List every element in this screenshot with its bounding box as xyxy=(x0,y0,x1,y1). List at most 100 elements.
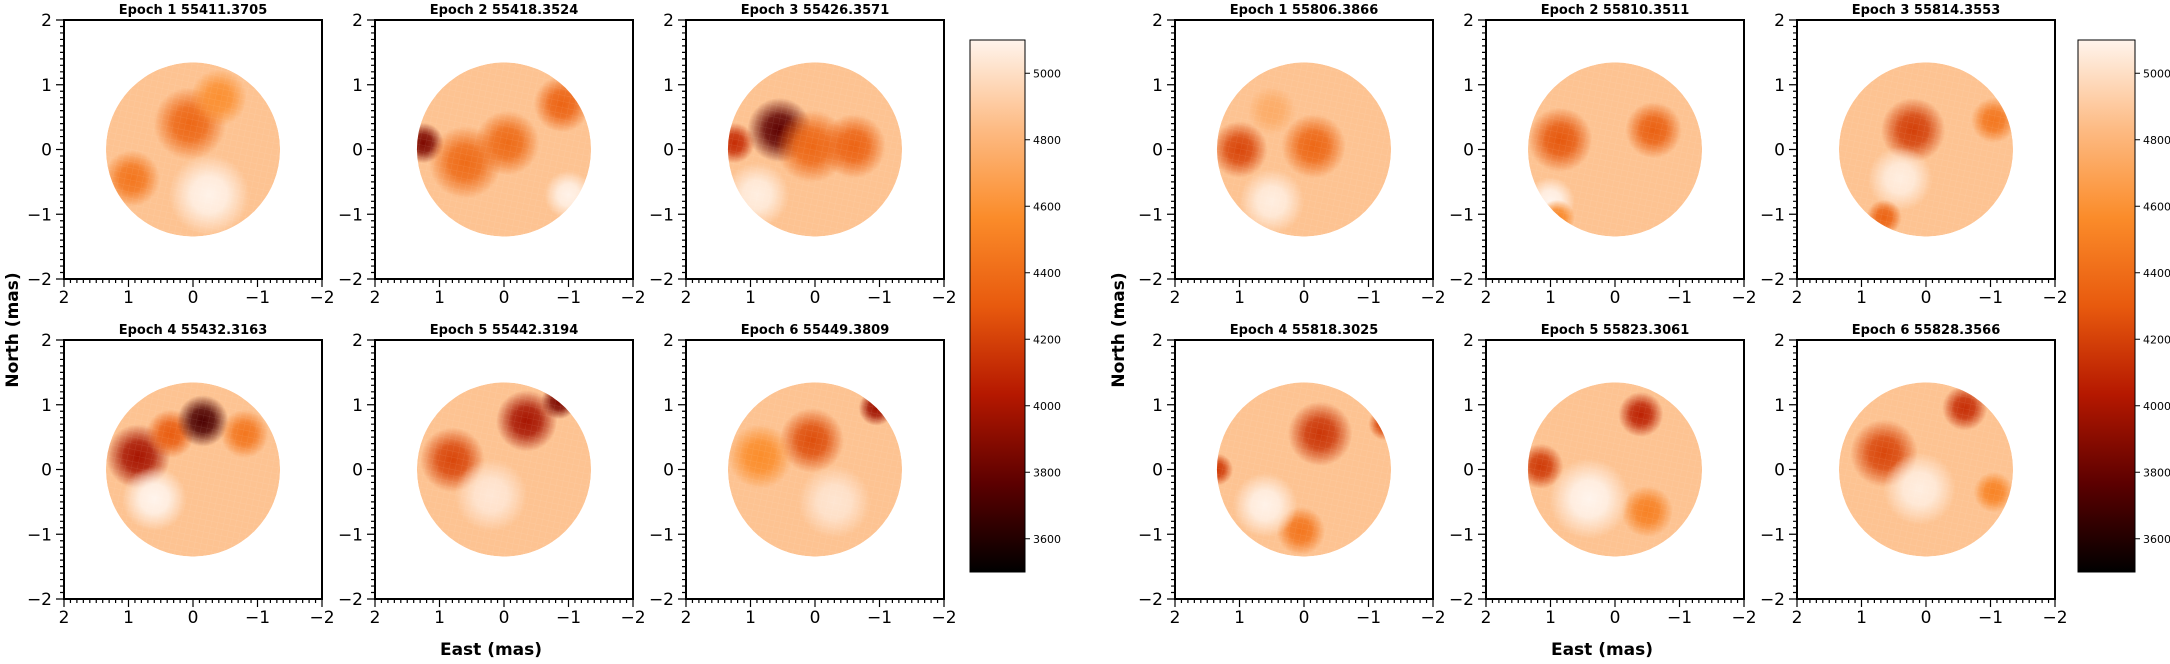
colorbar-tick-label: 3800 xyxy=(1033,466,1061,479)
x-axis-label: East (mas) xyxy=(1551,640,1653,660)
mesh-texture xyxy=(1216,382,1392,557)
mesh-texture xyxy=(1838,62,2014,237)
stellar-disk xyxy=(727,382,903,557)
panel-title: Epoch 2 55810.3511 xyxy=(1541,3,1690,18)
colorbar-tick-label: 4000 xyxy=(2143,400,2170,413)
colorbar-tick-label: 4400 xyxy=(2143,267,2170,280)
stellar-disk xyxy=(416,382,592,557)
x-tick-label: −2 xyxy=(2042,288,2067,308)
x-tick-label: 2 xyxy=(370,608,381,628)
axis-ticks xyxy=(1478,19,1745,287)
x-tick-label: 0 xyxy=(1921,288,1932,308)
axis-ticks xyxy=(56,19,323,287)
panel-title: Epoch 5 55823.3061 xyxy=(1541,323,1690,338)
x-tick-label: −2 xyxy=(620,288,645,308)
x-tick-label: 2 xyxy=(681,288,692,308)
x-tick-label: 0 xyxy=(1610,608,1621,628)
y-tick-label: 0 xyxy=(1152,461,1163,481)
mesh-texture xyxy=(1527,62,1703,237)
panel-title: Epoch 4 55818.3025 xyxy=(1230,323,1379,338)
panel-title: Epoch 4 55432.3163 xyxy=(119,323,268,338)
stellar-disk xyxy=(1216,62,1392,237)
x-tick-label: 0 xyxy=(1921,608,1932,628)
stellar-disk xyxy=(416,62,592,237)
mesh-texture xyxy=(416,62,592,237)
y-tick-label: −1 xyxy=(1138,525,1163,545)
y-tick-label: −2 xyxy=(649,270,674,290)
y-tick-label: −2 xyxy=(1449,270,1474,290)
stellar-disk xyxy=(105,382,281,557)
y-tick-label: 1 xyxy=(663,396,674,416)
axis-ticks xyxy=(1789,19,2056,287)
x-tick-label: −1 xyxy=(556,608,581,628)
y-tick-label: 0 xyxy=(352,141,363,161)
x-tick-label: 0 xyxy=(1299,288,1310,308)
x-tick-label: −1 xyxy=(867,288,892,308)
stellar-disk xyxy=(1216,382,1392,557)
x-tick-label: 1 xyxy=(434,288,445,308)
y-tick-label: 2 xyxy=(663,11,674,31)
y-tick-label: −1 xyxy=(27,525,52,545)
stellar-disk xyxy=(1527,382,1703,557)
colorbar-tick-label: 5000 xyxy=(2143,67,2170,80)
x-tick-label: 1 xyxy=(1856,608,1867,628)
y-axis-label: North (mas) xyxy=(1109,272,1129,387)
x-tick-label: 0 xyxy=(1299,608,1310,628)
stellar-disk xyxy=(1838,62,2014,237)
panel-epoch-5: 2 2 1 1 0 0 −1 −1 −2 −2 Epoch 5 55442.3194 xyxy=(338,323,646,628)
x-tick-label: −1 xyxy=(245,288,270,308)
colorbar-tick-label: 4200 xyxy=(2143,333,2170,346)
axis-ticks xyxy=(678,339,945,607)
x-tick-label: 0 xyxy=(1610,288,1621,308)
x-tick-label: −2 xyxy=(620,608,645,628)
y-tick-label: 1 xyxy=(1152,396,1163,416)
y-tick-label: 0 xyxy=(1774,461,1785,481)
y-tick-label: −2 xyxy=(338,270,363,290)
y-tick-label: 1 xyxy=(1774,396,1785,416)
x-tick-label: 2 xyxy=(370,288,381,308)
colorbar: 5000 4800 4600 4400 4200 4000 3800 3600 xyxy=(969,39,1061,573)
panel-epoch-4: 2 2 1 1 0 0 −1 −1 −2 −2 Epoch 4 55432.3163 xyxy=(27,323,335,628)
y-tick-label: 0 xyxy=(1463,141,1474,161)
x-tick-label: 2 xyxy=(1481,608,1492,628)
mesh-texture xyxy=(1527,382,1703,557)
axis-ticks xyxy=(56,339,323,607)
y-tick-label: 1 xyxy=(1774,76,1785,96)
y-tick-label: 2 xyxy=(352,331,363,351)
y-tick-label: 1 xyxy=(1463,396,1474,416)
y-tick-label: −2 xyxy=(1449,590,1474,610)
y-tick-label: 1 xyxy=(41,396,52,416)
panel-epoch-4: 2 2 1 1 0 0 −1 −1 −2 −2 Epoch 4 55818.3025 xyxy=(1138,323,1446,628)
x-tick-label: −2 xyxy=(309,608,334,628)
stellar-disk xyxy=(727,62,903,237)
x-tick-label: −1 xyxy=(1978,288,2003,308)
stellar-disk xyxy=(105,62,281,237)
panel-title: Epoch 6 55828.3566 xyxy=(1852,323,2001,338)
y-tick-label: −1 xyxy=(338,205,363,225)
x-tick-label: −2 xyxy=(309,288,334,308)
y-tick-label: −1 xyxy=(1449,205,1474,225)
x-axis-label: East (mas) xyxy=(440,640,542,660)
x-tick-label: −2 xyxy=(1420,608,1445,628)
y-tick-label: 2 xyxy=(352,11,363,31)
y-tick-label: −1 xyxy=(1449,525,1474,545)
y-tick-label: 0 xyxy=(1463,461,1474,481)
colorbar-tick-label: 4400 xyxy=(1033,267,1061,280)
panel-epoch-6: 2 2 1 1 0 0 −1 −1 −2 −2 Epoch 6 55449.3809 xyxy=(649,323,957,628)
x-tick-label: 1 xyxy=(123,288,134,308)
mesh-texture xyxy=(105,382,281,557)
y-tick-label: −1 xyxy=(1138,205,1163,225)
y-tick-label: −2 xyxy=(27,270,52,290)
y-tick-label: 2 xyxy=(1463,331,1474,351)
x-tick-label: −1 xyxy=(556,288,581,308)
panel-title: Epoch 1 55411.3705 xyxy=(119,3,268,18)
y-tick-label: −2 xyxy=(1138,590,1163,610)
y-tick-label: 0 xyxy=(1774,141,1785,161)
x-tick-label: 1 xyxy=(1234,608,1245,628)
colorbar-tick-label: 4600 xyxy=(1033,200,1061,213)
y-tick-label: 1 xyxy=(352,396,363,416)
y-tick-label: 2 xyxy=(1774,11,1785,31)
x-tick-label: −1 xyxy=(1667,608,1692,628)
panel-epoch-1: 2 2 1 1 0 0 −1 −1 −2 −2 Epoch 1 55411.3705 xyxy=(27,3,335,308)
y-tick-label: 2 xyxy=(41,331,52,351)
